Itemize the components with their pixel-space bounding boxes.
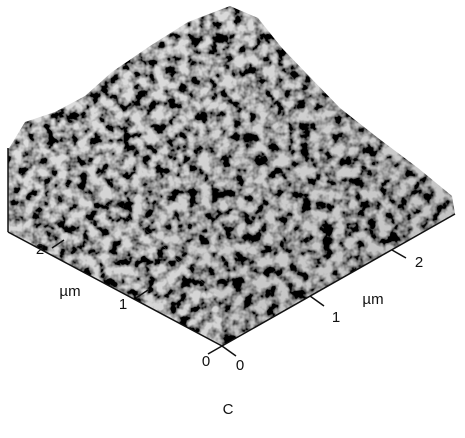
tick-label: 2 [415, 254, 423, 271]
tick-label: 1 [332, 309, 340, 326]
tick-label: 1 [119, 296, 127, 313]
tick [310, 296, 324, 306]
axis-unit: µm [362, 291, 383, 308]
figure: 2 1 0 µm 0 1 2 µm C [0, 0, 465, 433]
tick [222, 346, 236, 356]
tick-label: 0 [202, 353, 210, 370]
tick-label: 2 [36, 241, 44, 258]
tick-label: 0 [236, 357, 244, 374]
tick [392, 250, 406, 258]
axis-unit: µm [59, 283, 80, 300]
caption: C [223, 401, 234, 418]
